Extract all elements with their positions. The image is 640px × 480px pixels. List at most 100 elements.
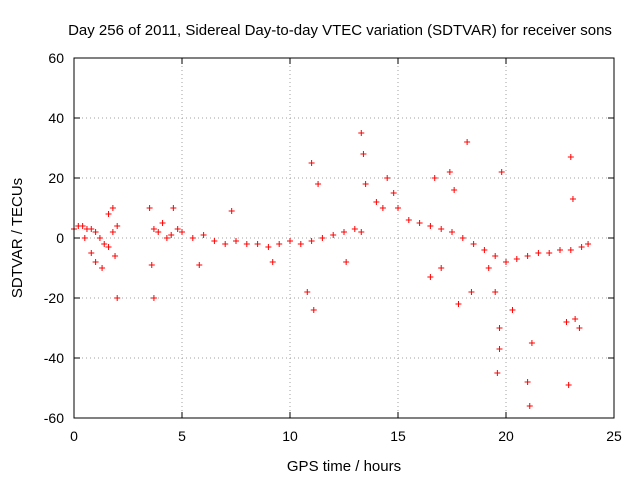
data-point — [310, 307, 317, 313]
data-point — [114, 295, 121, 301]
data-point — [109, 205, 116, 211]
data-point — [243, 241, 250, 247]
data-point — [269, 259, 276, 265]
data-point — [464, 139, 471, 145]
data-point — [112, 253, 119, 259]
data-point — [503, 259, 509, 265]
y-tick-label: -20 — [44, 290, 64, 306]
data-point — [330, 232, 337, 238]
y-axis-label: SDTVAR / TECUs — [9, 178, 26, 298]
data-point — [470, 241, 477, 247]
data-point — [315, 181, 322, 187]
data-point — [585, 241, 592, 247]
data-point — [150, 226, 157, 232]
data-point — [526, 403, 533, 409]
data-point — [228, 208, 235, 214]
data-point — [159, 220, 166, 226]
data-point — [485, 265, 492, 271]
data-point — [496, 325, 503, 331]
data-point — [196, 262, 203, 268]
data-point — [109, 229, 116, 235]
data-point — [481, 247, 488, 253]
x-tick-label: 15 — [390, 428, 406, 444]
y-tick-label: -60 — [44, 410, 64, 426]
data-point — [170, 205, 177, 211]
data-point — [496, 346, 503, 352]
data-point — [362, 181, 369, 187]
data-point — [524, 253, 531, 259]
data-point — [360, 151, 367, 157]
data-point — [163, 235, 170, 241]
data-point — [535, 250, 542, 256]
data-point — [88, 226, 95, 232]
data-point — [92, 259, 99, 265]
data-point — [494, 370, 501, 376]
data-point — [96, 235, 103, 241]
data-point — [105, 244, 112, 250]
x-tick-label: 10 — [282, 428, 298, 444]
data-point — [358, 130, 365, 136]
data-point — [390, 190, 397, 196]
grid-layer — [74, 58, 614, 418]
data-point — [578, 244, 585, 250]
data-point — [449, 229, 455, 235]
data-point — [88, 250, 95, 256]
data-point — [148, 262, 155, 268]
y-tick-label: 20 — [48, 170, 64, 186]
data-point — [265, 244, 272, 250]
data-point — [572, 316, 579, 322]
data-point — [446, 169, 453, 175]
data-point — [168, 232, 175, 238]
data-point — [155, 229, 162, 235]
data-point — [438, 226, 445, 232]
data-point — [287, 238, 293, 244]
x-tick-label: 25 — [606, 428, 622, 444]
tick-labels: 0 5 10 15 20 25 -60 -40 -20 0 20 40 60 — [44, 50, 622, 444]
y-tick-label: 0 — [56, 230, 64, 246]
data-point — [200, 232, 207, 238]
data-point — [308, 238, 315, 244]
data-point — [304, 289, 311, 295]
data-point — [427, 274, 434, 280]
data-point — [92, 229, 99, 235]
data-point — [416, 220, 423, 226]
axis-ticks — [73, 57, 615, 419]
data-point — [492, 253, 499, 259]
data-point — [563, 319, 570, 325]
data-point — [341, 229, 347, 235]
data-point — [308, 160, 315, 166]
chart-title: Day 256 of 2011, Sidereal Day-to-day VTE… — [68, 22, 612, 39]
data-point — [569, 196, 576, 202]
x-axis-label: GPS time / hours — [287, 458, 401, 475]
x-tick-label: 20 — [498, 428, 514, 444]
x-tick-label: 5 — [178, 428, 186, 444]
data-point — [79, 223, 86, 229]
data-point — [276, 241, 283, 247]
data-point — [351, 226, 358, 232]
y-tick-label: -40 — [44, 350, 64, 366]
data-point — [81, 235, 88, 241]
data-point — [492, 289, 499, 295]
data-point — [222, 241, 229, 247]
data-point — [524, 379, 531, 385]
data-point — [431, 175, 438, 181]
x-tick-label: 0 — [70, 428, 78, 444]
data-point — [379, 205, 386, 211]
data-point — [233, 238, 239, 244]
data-point — [513, 256, 520, 262]
data-point — [395, 205, 401, 211]
data-point — [528, 340, 535, 346]
data-point — [405, 217, 412, 223]
data-point — [557, 247, 563, 253]
data-point — [451, 187, 458, 193]
data-point — [468, 289, 475, 295]
data-point — [319, 235, 326, 241]
data-point — [567, 247, 574, 253]
data-point — [174, 226, 181, 232]
data-point — [546, 250, 553, 256]
data-point — [146, 205, 153, 211]
data-point — [179, 229, 185, 235]
data-point — [114, 223, 121, 229]
data-point — [105, 211, 112, 217]
data-point — [101, 241, 108, 247]
